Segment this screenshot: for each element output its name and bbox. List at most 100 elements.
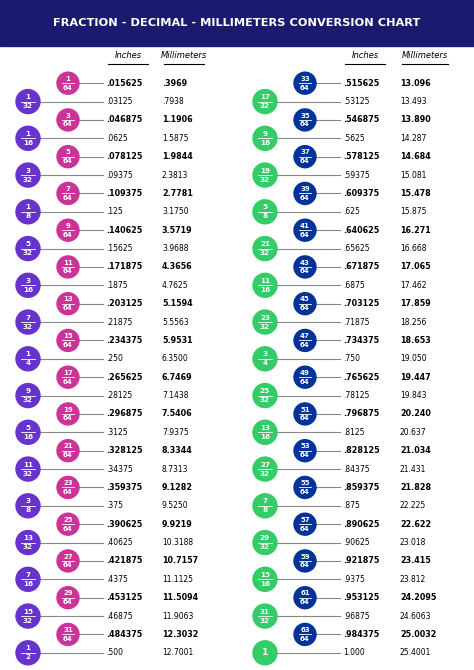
Circle shape	[253, 567, 277, 592]
Circle shape	[57, 366, 79, 388]
Text: .9375: .9375	[343, 575, 365, 584]
Circle shape	[294, 476, 316, 498]
Circle shape	[294, 72, 316, 94]
Text: 7.1438: 7.1438	[162, 391, 189, 400]
Text: 1.1906: 1.1906	[162, 115, 192, 125]
Circle shape	[57, 293, 79, 315]
Text: 39: 39	[300, 186, 310, 192]
Text: .265625: .265625	[106, 373, 142, 382]
Text: 27: 27	[63, 553, 73, 559]
Text: 32: 32	[260, 470, 270, 476]
Text: 2: 2	[26, 654, 30, 660]
Text: .625: .625	[343, 207, 360, 216]
Text: 61: 61	[300, 590, 310, 596]
Circle shape	[57, 109, 79, 131]
Text: 32: 32	[23, 103, 33, 109]
Text: .421875: .421875	[106, 557, 142, 565]
Text: 8: 8	[26, 507, 30, 513]
Text: 64: 64	[300, 379, 310, 385]
Text: .984375: .984375	[343, 630, 379, 639]
Text: 32: 32	[260, 544, 270, 550]
Text: .6875: .6875	[343, 281, 365, 290]
Text: 11.9063: 11.9063	[162, 612, 193, 620]
Text: 64: 64	[300, 636, 310, 642]
Text: .53125: .53125	[343, 97, 370, 106]
Text: 64: 64	[63, 232, 73, 237]
Text: .484375: .484375	[106, 630, 142, 639]
Text: 32: 32	[23, 250, 33, 256]
Text: .28125: .28125	[106, 391, 132, 400]
Circle shape	[294, 587, 316, 608]
Text: 13: 13	[260, 425, 270, 431]
Text: 1.000: 1.000	[343, 649, 365, 657]
Text: 49: 49	[300, 370, 310, 376]
Text: Millimeters: Millimeters	[402, 51, 448, 60]
Text: 9: 9	[65, 223, 71, 229]
Text: .671875: .671875	[343, 263, 379, 271]
Text: 8.7313: 8.7313	[162, 464, 189, 474]
Text: 64: 64	[63, 342, 73, 348]
Text: 16: 16	[23, 140, 33, 146]
Text: .609375: .609375	[343, 189, 379, 198]
Text: 14.684: 14.684	[400, 152, 431, 161]
Text: 7: 7	[263, 498, 267, 505]
Text: 64: 64	[300, 158, 310, 164]
Text: .750: .750	[343, 354, 360, 363]
Text: .859375: .859375	[343, 483, 379, 492]
Text: 64: 64	[63, 525, 73, 531]
Circle shape	[16, 567, 40, 592]
Text: .703125: .703125	[343, 299, 379, 308]
Text: .34375: .34375	[106, 464, 133, 474]
Text: 15: 15	[23, 608, 33, 614]
Text: 1.9844: 1.9844	[162, 152, 193, 161]
Text: 13: 13	[23, 535, 33, 541]
Text: .890625: .890625	[343, 520, 379, 529]
Text: 55: 55	[300, 480, 310, 486]
Text: 32: 32	[23, 397, 33, 403]
Text: 13.096: 13.096	[400, 78, 430, 88]
Text: .015625: .015625	[106, 78, 142, 88]
Text: 64: 64	[63, 84, 73, 90]
Text: 17.859: 17.859	[400, 299, 431, 308]
Text: 21.828: 21.828	[400, 483, 431, 492]
Circle shape	[57, 145, 79, 168]
Text: 5.1594: 5.1594	[162, 299, 192, 308]
Text: 25.4001: 25.4001	[400, 649, 431, 657]
Text: 7: 7	[65, 186, 71, 192]
Text: 64: 64	[300, 232, 310, 237]
Text: 64: 64	[300, 342, 310, 348]
Text: .171875: .171875	[106, 263, 142, 271]
Circle shape	[57, 550, 79, 572]
Text: 53: 53	[300, 444, 310, 450]
Text: 64: 64	[300, 121, 310, 127]
Text: 11.1125: 11.1125	[162, 575, 193, 584]
Text: 64: 64	[63, 452, 73, 458]
Circle shape	[57, 440, 79, 462]
Text: 9: 9	[263, 131, 267, 137]
Text: .4375: .4375	[106, 575, 128, 584]
Text: .296875: .296875	[106, 409, 142, 419]
Text: .375: .375	[106, 501, 123, 511]
Text: 4: 4	[26, 360, 30, 366]
Text: .7938: .7938	[162, 97, 184, 106]
Text: 23.415: 23.415	[400, 557, 431, 565]
Text: .96875: .96875	[343, 612, 370, 620]
Circle shape	[294, 109, 316, 131]
Text: 1: 1	[26, 94, 30, 100]
Text: 57: 57	[300, 517, 310, 523]
Text: 10.7157: 10.7157	[162, 557, 198, 565]
Circle shape	[57, 403, 79, 425]
Text: 16: 16	[23, 433, 33, 440]
Text: .46875: .46875	[106, 612, 133, 620]
Text: .5625: .5625	[343, 134, 365, 143]
Text: 64: 64	[63, 268, 73, 274]
Circle shape	[57, 476, 79, 498]
Text: .65625: .65625	[343, 244, 370, 253]
Text: .953125: .953125	[343, 593, 379, 602]
Text: .125: .125	[106, 207, 123, 216]
Text: .640625: .640625	[343, 226, 379, 234]
Text: 43: 43	[300, 259, 310, 265]
Text: 3: 3	[263, 351, 267, 357]
Text: .8125: .8125	[343, 428, 365, 437]
Text: 64: 64	[300, 84, 310, 90]
